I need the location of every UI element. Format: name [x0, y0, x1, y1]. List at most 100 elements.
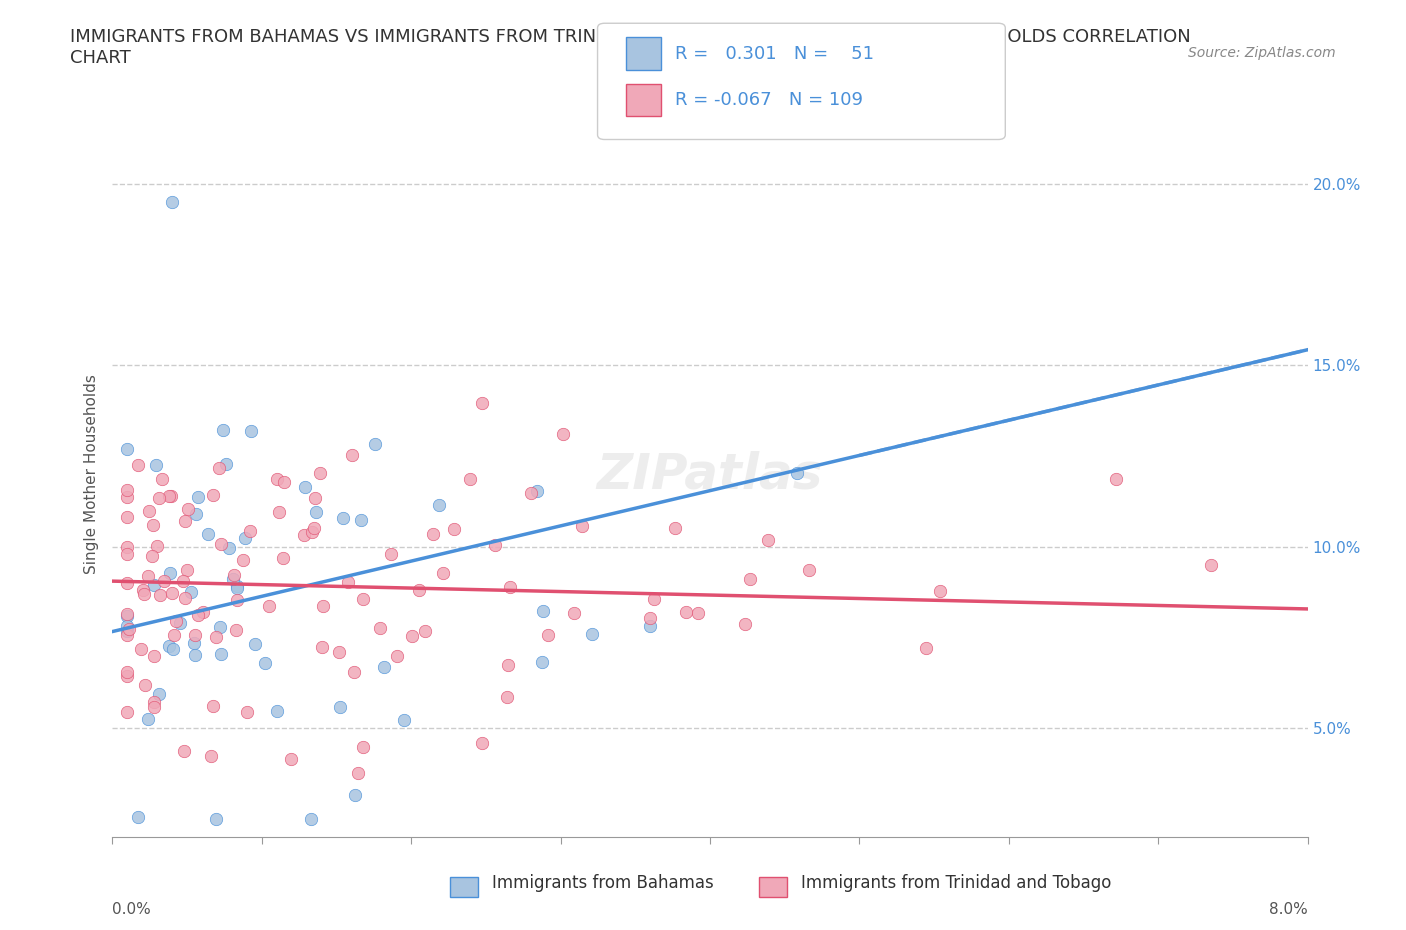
Point [422, 526, 444, 541]
Point [117, 608, 139, 623]
Point [266, 703, 288, 718]
Point [273, 474, 295, 489]
Point [169, 616, 191, 631]
Point [294, 480, 316, 495]
Point [240, 423, 263, 438]
Point [233, 531, 256, 546]
Point [352, 740, 374, 755]
Point [143, 695, 166, 710]
Text: 8.0%: 8.0% [1268, 902, 1308, 917]
Text: Source: ZipAtlas.com: Source: ZipAtlas.com [1188, 46, 1336, 60]
Point [364, 437, 387, 452]
Point [148, 490, 170, 505]
Point [786, 465, 808, 480]
Point [799, 563, 821, 578]
Point [571, 519, 593, 534]
Point [537, 628, 560, 643]
Point [664, 521, 686, 536]
Point [394, 712, 416, 727]
Point [638, 618, 661, 633]
Point [343, 665, 366, 680]
Point [214, 457, 236, 472]
Point [531, 654, 554, 669]
Point [146, 539, 169, 554]
Point [138, 503, 160, 518]
Point [686, 605, 709, 620]
Point [385, 649, 408, 664]
Point [432, 565, 454, 580]
Point [218, 540, 240, 555]
Point [184, 507, 207, 522]
Point [187, 490, 209, 505]
Point [257, 599, 280, 614]
Point [346, 766, 368, 781]
Point [118, 621, 141, 636]
Point [211, 422, 233, 437]
Point [145, 458, 167, 472]
Point [129, 642, 152, 657]
Point [519, 485, 541, 500]
Point [756, 533, 779, 548]
Point [280, 751, 302, 766]
Point [162, 195, 183, 210]
Text: ZIPatlas: ZIPatlas [596, 450, 824, 498]
Point [236, 704, 259, 719]
Point [232, 552, 254, 567]
Point [117, 576, 139, 591]
Point [553, 427, 575, 442]
Point [117, 607, 139, 622]
Point [136, 711, 159, 726]
Point [471, 395, 494, 410]
Point [174, 591, 197, 605]
Point [150, 472, 173, 486]
Point [174, 513, 197, 528]
Point [117, 547, 139, 562]
Text: R = -0.067   N = 109: R = -0.067 N = 109 [675, 91, 863, 110]
Point [443, 522, 465, 537]
Point [117, 628, 139, 643]
Point [401, 629, 423, 644]
Point [526, 484, 548, 498]
Point [134, 587, 156, 602]
Text: IMMIGRANTS FROM BAHAMAS VS IMMIGRANTS FROM TRINIDAD AND TOBAGO SINGLE MOTHER HOU: IMMIGRANTS FROM BAHAMAS VS IMMIGRANTS FR… [70, 28, 1191, 67]
Point [143, 699, 166, 714]
Text: Immigrants from Bahamas: Immigrants from Bahamas [492, 874, 714, 892]
Point [484, 538, 506, 552]
Point [208, 460, 231, 475]
Point [304, 490, 326, 505]
Point [308, 466, 330, 481]
Point [312, 599, 335, 614]
Point [141, 549, 163, 564]
Point [173, 744, 195, 759]
Point [734, 617, 756, 631]
Point [149, 587, 172, 602]
Point [209, 620, 232, 635]
Point [562, 605, 585, 620]
Point [929, 583, 952, 598]
Point [136, 569, 159, 584]
Point [226, 592, 249, 607]
Point [127, 458, 149, 472]
Point [340, 447, 363, 462]
Point [197, 527, 219, 542]
Point [368, 620, 391, 635]
Point [173, 574, 195, 589]
Point [305, 505, 328, 520]
Point [127, 809, 149, 824]
Point [134, 678, 156, 693]
Point [117, 705, 139, 720]
Point [336, 574, 359, 589]
Point [209, 537, 232, 551]
Point [180, 584, 202, 599]
Point [142, 517, 165, 532]
Point [311, 640, 333, 655]
Point [117, 669, 139, 684]
Point [299, 811, 322, 827]
Point [162, 642, 184, 657]
Point [496, 658, 519, 672]
Point [408, 583, 430, 598]
Point [160, 489, 183, 504]
Point [1199, 557, 1222, 572]
Point [191, 604, 214, 619]
Point [225, 622, 247, 637]
